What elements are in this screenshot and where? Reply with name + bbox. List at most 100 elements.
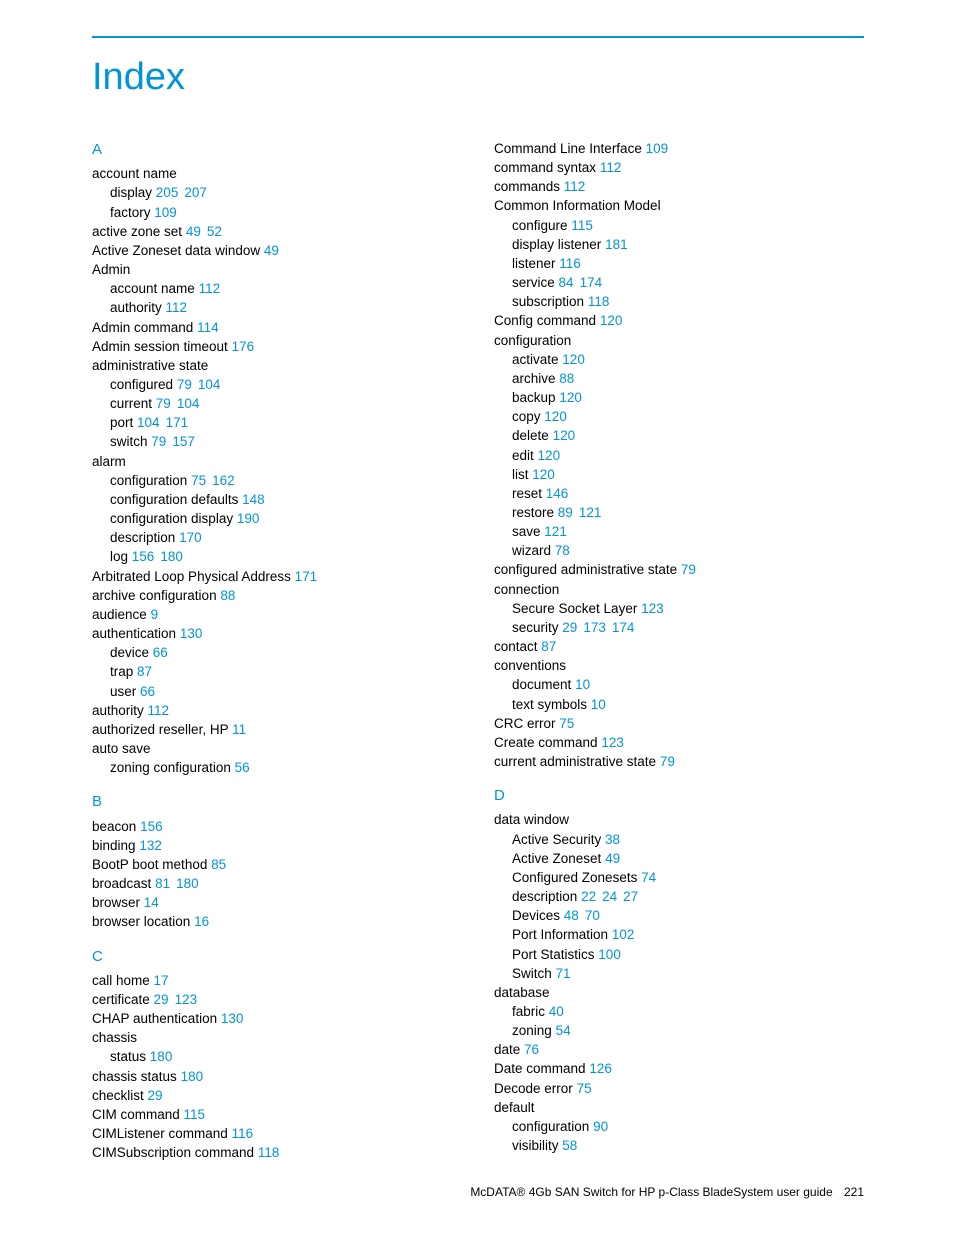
- index-page-link[interactable]: 118: [258, 1145, 280, 1160]
- index-page-link[interactable]: 29: [562, 620, 577, 635]
- index-page-link[interactable]: 120: [562, 352, 585, 367]
- index-page-link[interactable]: 78: [555, 543, 570, 558]
- index-page-link[interactable]: 70: [585, 908, 600, 923]
- index-page-link[interactable]: 79: [681, 562, 696, 577]
- index-page-link[interactable]: 49: [264, 243, 279, 258]
- index-page-link[interactable]: 75: [577, 1081, 592, 1096]
- index-page-link[interactable]: 87: [541, 639, 556, 654]
- index-page-link[interactable]: 176: [232, 339, 255, 354]
- index-page-link[interactable]: 16: [194, 914, 209, 929]
- index-page-link[interactable]: 14: [144, 895, 159, 910]
- index-page-link[interactable]: 171: [166, 415, 189, 430]
- index-page-link[interactable]: 24: [602, 889, 617, 904]
- index-page-link[interactable]: 90: [593, 1119, 608, 1134]
- index-page-link[interactable]: 121: [579, 505, 602, 520]
- index-page-link[interactable]: 79: [156, 396, 171, 411]
- index-page-link[interactable]: 79: [660, 754, 675, 769]
- index-page-link[interactable]: 112: [166, 300, 188, 315]
- index-page-link[interactable]: 156: [140, 819, 163, 834]
- index-page-link[interactable]: 123: [175, 992, 198, 1007]
- index-page-link[interactable]: 116: [232, 1126, 254, 1141]
- index-page-link[interactable]: 174: [612, 620, 635, 635]
- index-page-link[interactable]: 123: [641, 601, 664, 616]
- index-page-link[interactable]: 17: [154, 973, 169, 988]
- index-page-link[interactable]: 174: [580, 275, 603, 290]
- index-page-link[interactable]: 156: [132, 549, 155, 564]
- index-page-link[interactable]: 173: [583, 620, 606, 635]
- index-page-link[interactable]: 88: [559, 371, 574, 386]
- index-page-link[interactable]: 130: [180, 626, 203, 641]
- index-page-link[interactable]: 11: [232, 722, 246, 737]
- index-page-link[interactable]: 162: [212, 473, 235, 488]
- index-page-link[interactable]: 112: [148, 703, 170, 718]
- index-page-link[interactable]: 22: [581, 889, 596, 904]
- index-page-link[interactable]: 100: [598, 947, 621, 962]
- index-page-link[interactable]: 207: [184, 185, 207, 200]
- index-page-link[interactable]: 85: [211, 857, 226, 872]
- index-page-link[interactable]: 120: [559, 390, 582, 405]
- index-page-link[interactable]: 10: [591, 697, 606, 712]
- index-page-link[interactable]: 132: [139, 838, 162, 853]
- index-page-link[interactable]: 180: [181, 1069, 204, 1084]
- index-page-link[interactable]: 76: [524, 1042, 539, 1057]
- index-page-link[interactable]: 146: [546, 486, 569, 501]
- index-page-link[interactable]: 104: [198, 377, 221, 392]
- index-page-link[interactable]: 120: [553, 428, 576, 443]
- index-page-link[interactable]: 148: [242, 492, 265, 507]
- index-page-link[interactable]: 71: [556, 966, 571, 981]
- index-page-link[interactable]: 115: [571, 218, 593, 233]
- index-page-link[interactable]: 54: [556, 1023, 571, 1038]
- index-page-link[interactable]: 157: [172, 434, 195, 449]
- index-page-link[interactable]: 205: [156, 185, 179, 200]
- index-page-link[interactable]: 109: [154, 205, 177, 220]
- index-page-link[interactable]: 88: [220, 588, 235, 603]
- index-page-link[interactable]: 38: [605, 832, 620, 847]
- index-page-link[interactable]: 112: [600, 160, 622, 175]
- index-page-link[interactable]: 115: [184, 1107, 206, 1122]
- index-page-link[interactable]: 170: [179, 530, 202, 545]
- index-page-link[interactable]: 120: [544, 409, 567, 424]
- index-page-link[interactable]: 27: [623, 889, 638, 904]
- index-page-link[interactable]: 171: [295, 569, 318, 584]
- index-page-link[interactable]: 102: [612, 927, 635, 942]
- index-page-link[interactable]: 181: [605, 237, 628, 252]
- index-page-link[interactable]: 48: [564, 908, 579, 923]
- index-page-link[interactable]: 104: [137, 415, 160, 430]
- index-page-link[interactable]: 180: [150, 1049, 173, 1064]
- index-page-link[interactable]: 29: [154, 992, 169, 1007]
- index-page-link[interactable]: 79: [177, 377, 192, 392]
- index-page-link[interactable]: 75: [191, 473, 206, 488]
- index-page-link[interactable]: 120: [538, 448, 561, 463]
- index-page-link[interactable]: 79: [151, 434, 166, 449]
- index-page-link[interactable]: 120: [532, 467, 555, 482]
- index-page-link[interactable]: 120: [600, 313, 623, 328]
- index-page-link[interactable]: 114: [197, 320, 219, 335]
- index-page-link[interactable]: 66: [140, 684, 155, 699]
- index-page-link[interactable]: 180: [176, 876, 199, 891]
- index-page-link[interactable]: 84: [559, 275, 574, 290]
- index-page-link[interactable]: 49: [186, 224, 201, 239]
- index-page-link[interactable]: 112: [199, 281, 221, 296]
- index-page-link[interactable]: 52: [207, 224, 222, 239]
- index-page-link[interactable]: 190: [237, 511, 260, 526]
- index-page-link[interactable]: 112: [564, 179, 586, 194]
- index-page-link[interactable]: 130: [221, 1011, 244, 1026]
- index-page-link[interactable]: 10: [575, 677, 590, 692]
- index-page-link[interactable]: 180: [160, 549, 183, 564]
- index-page-link[interactable]: 126: [589, 1061, 612, 1076]
- index-page-link[interactable]: 74: [641, 870, 656, 885]
- index-page-link[interactable]: 66: [153, 645, 168, 660]
- index-page-link[interactable]: 40: [549, 1004, 564, 1019]
- index-page-link[interactable]: 56: [235, 760, 250, 775]
- index-page-link[interactable]: 123: [601, 735, 624, 750]
- index-page-link[interactable]: 118: [588, 294, 610, 309]
- index-page-link[interactable]: 87: [137, 664, 152, 679]
- index-page-link[interactable]: 49: [605, 851, 620, 866]
- index-page-link[interactable]: 89: [558, 505, 573, 520]
- index-page-link[interactable]: 81: [155, 876, 170, 891]
- index-page-link[interactable]: 104: [177, 396, 200, 411]
- index-page-link[interactable]: 29: [148, 1088, 163, 1103]
- index-page-link[interactable]: 121: [544, 524, 567, 539]
- index-page-link[interactable]: 116: [559, 256, 581, 271]
- index-page-link[interactable]: 75: [559, 716, 574, 731]
